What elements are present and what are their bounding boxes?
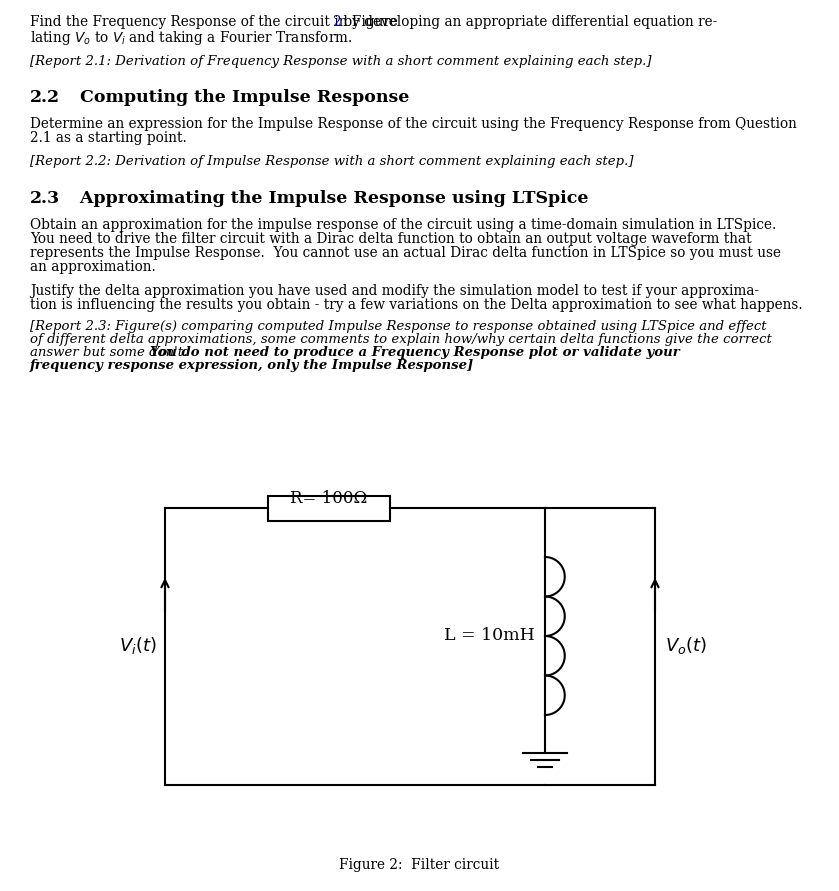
Text: R= 100Ω: R= 100Ω <box>290 490 367 507</box>
Text: $V_o(t)$: $V_o(t)$ <box>665 634 707 656</box>
Text: [Report 2.1: Derivation of Frequency Response with a short comment explaining ea: [Report 2.1: Derivation of Frequency Res… <box>30 55 652 68</box>
Text: answer but some don't.: answer but some don't. <box>30 346 195 359</box>
Text: You need to drive the filter circuit with a Dirac delta function to obtain an ou: You need to drive the filter circuit wit… <box>30 232 752 246</box>
Text: Computing the Impulse Response: Computing the Impulse Response <box>62 89 409 106</box>
Text: frequency response expression, only the Impulse Response]: frequency response expression, only the … <box>30 359 474 372</box>
Text: an approximation.: an approximation. <box>30 260 156 274</box>
Text: represents the Impulse Response.  You cannot use an actual Dirac delta function : represents the Impulse Response. You can… <box>30 246 781 260</box>
Text: Find the Frequency Response of the circuit in Figure: Find the Frequency Response of the circu… <box>30 15 402 29</box>
Text: of different delta approximations, some comments to explain how/why certain delt: of different delta approximations, some … <box>30 333 772 346</box>
Text: Approximating the Impulse Response using LTSpice: Approximating the Impulse Response using… <box>62 190 588 207</box>
Text: 2.2: 2.2 <box>30 89 60 106</box>
Text: You do not need to produce a Frequency Response plot or validate your: You do not need to produce a Frequency R… <box>150 346 680 359</box>
Text: $V_i(t)$: $V_i(t)$ <box>119 634 157 656</box>
Bar <box>268 495 390 520</box>
Text: by developing an appropriate differential equation re-: by developing an appropriate differentia… <box>339 15 717 29</box>
Text: [Report 2.2: Derivation of Impulse Response with a short comment explaining each: [Report 2.2: Derivation of Impulse Respo… <box>30 155 633 168</box>
Text: Figure 2:  Filter circuit: Figure 2: Filter circuit <box>339 858 499 872</box>
Text: 2.1 as a starting point.: 2.1 as a starting point. <box>30 131 187 145</box>
Text: 2.3: 2.3 <box>30 190 60 207</box>
Text: 2: 2 <box>332 15 341 29</box>
Text: Obtain an approximation for the impulse response of the circuit using a time-dom: Obtain an approximation for the impulse … <box>30 218 776 232</box>
Text: Determine an expression for the Impulse Response of the circuit using the Freque: Determine an expression for the Impulse … <box>30 117 797 131</box>
Text: tion is influencing the results you obtain - try a few variations on the Delta a: tion is influencing the results you obta… <box>30 298 803 312</box>
Text: L = 10mH: L = 10mH <box>444 627 535 644</box>
Text: [Report 2.3: Figure(s) comparing computed Impulse Response to response obtained : [Report 2.3: Figure(s) comparing compute… <box>30 320 767 333</box>
Text: Justify the delta approximation you have used and modify the simulation model to: Justify the delta approximation you have… <box>30 284 759 298</box>
Text: lating $V_o$ to $V_i$ and taking a Fourier Transform.: lating $V_o$ to $V_i$ and taking a Fouri… <box>30 29 352 47</box>
